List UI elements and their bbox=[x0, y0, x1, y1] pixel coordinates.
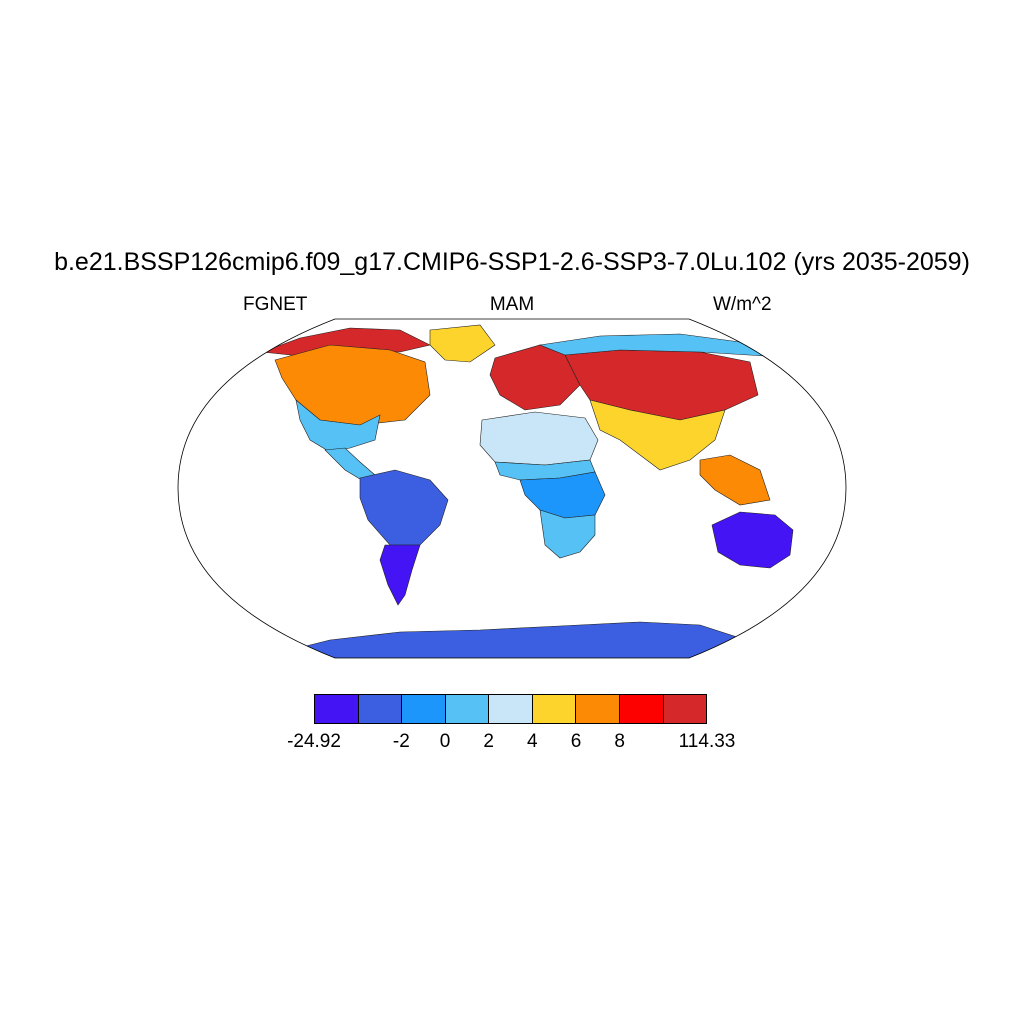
colorbar-label: 4 bbox=[527, 731, 538, 752]
chart-title: b.e21.BSSP126cmip6.f09_g17.CMIP6-SSP1-2.… bbox=[54, 248, 970, 276]
region-south-america-north bbox=[359, 469, 449, 546]
region-middle-east-south-asia bbox=[589, 399, 726, 471]
colorbar-box-6 bbox=[576, 695, 620, 723]
map-border bbox=[177, 318, 847, 659]
region-south-america-south bbox=[379, 544, 421, 606]
colorbar-box-4 bbox=[489, 695, 533, 723]
colorbar-label: -24.92 bbox=[287, 731, 341, 752]
region-sahara bbox=[479, 411, 599, 466]
colorbar-label: 8 bbox=[614, 731, 625, 752]
region-southeast-asia bbox=[699, 454, 771, 506]
units-label: W/m^2 bbox=[713, 294, 772, 315]
colorbar bbox=[314, 694, 707, 724]
colorbar-box-8 bbox=[663, 695, 707, 723]
colorbar-box-5 bbox=[532, 695, 577, 723]
colorbar-box-3 bbox=[445, 695, 490, 723]
colorbar-box-0 bbox=[315, 695, 359, 723]
colorbar-label: 6 bbox=[570, 731, 582, 752]
region-north-america-north-east bbox=[274, 344, 431, 426]
region-antarctica bbox=[289, 621, 741, 658]
season-label: MAM bbox=[489, 294, 535, 315]
colorbar-label: -2 bbox=[392, 731, 410, 752]
variable-label: FGNET bbox=[243, 294, 308, 315]
colorbar-label: 0 bbox=[439, 731, 451, 752]
colorbar-label: 114.33 bbox=[678, 731, 736, 752]
colorbar-box-1 bbox=[358, 695, 403, 723]
region-greenland bbox=[429, 324, 496, 363]
region-southern-africa bbox=[539, 509, 596, 559]
colorbar-label: 2 bbox=[483, 731, 494, 752]
region-australia bbox=[711, 511, 794, 569]
region-north-america-south bbox=[295, 399, 381, 453]
colorbar-box-2 bbox=[402, 695, 446, 723]
colorbar-box-7 bbox=[619, 695, 664, 723]
